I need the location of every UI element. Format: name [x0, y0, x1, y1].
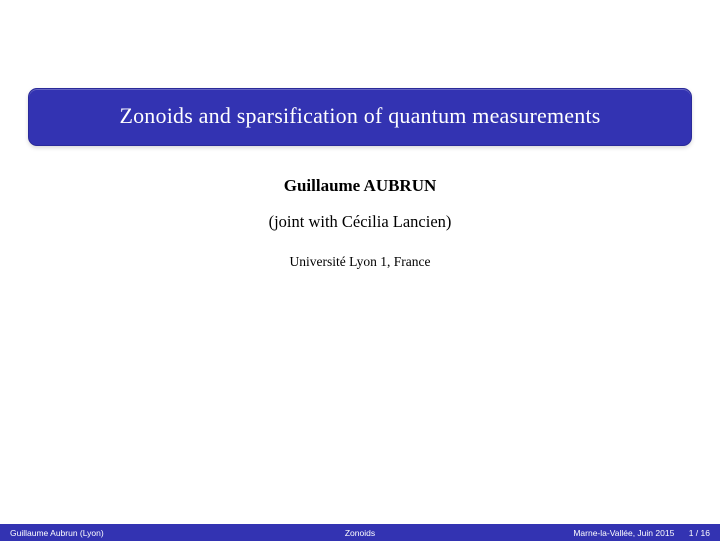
affiliation: Université Lyon 1, France — [0, 254, 720, 270]
page-total: 16 — [701, 528, 710, 538]
footer-date: Marne-la-Vallée, Juin 2015 — [573, 528, 674, 538]
footer-title-short: Zonoids — [243, 528, 476, 538]
footer-author: Guillaume Aubrun (Lyon) — [0, 528, 243, 538]
footer-page: 1 / 16 — [689, 528, 710, 538]
author-block: Guillaume AUBRUN (joint with Cécilia Lan… — [0, 176, 720, 270]
slide-title: Zonoids and sparsification of quantum me… — [47, 103, 673, 129]
slide-footer: Guillaume Aubrun (Lyon) Zonoids Marne-la… — [0, 524, 720, 541]
page-sep: / — [693, 528, 700, 538]
footer-right: Marne-la-Vallée, Juin 2015 1 / 16 — [477, 528, 720, 538]
title-block: Zonoids and sparsification of quantum me… — [28, 88, 692, 146]
author-name: Guillaume AUBRUN — [0, 176, 720, 196]
coauthor-line: (joint with Cécilia Lancien) — [0, 212, 720, 232]
slide: Zonoids and sparsification of quantum me… — [0, 0, 720, 541]
